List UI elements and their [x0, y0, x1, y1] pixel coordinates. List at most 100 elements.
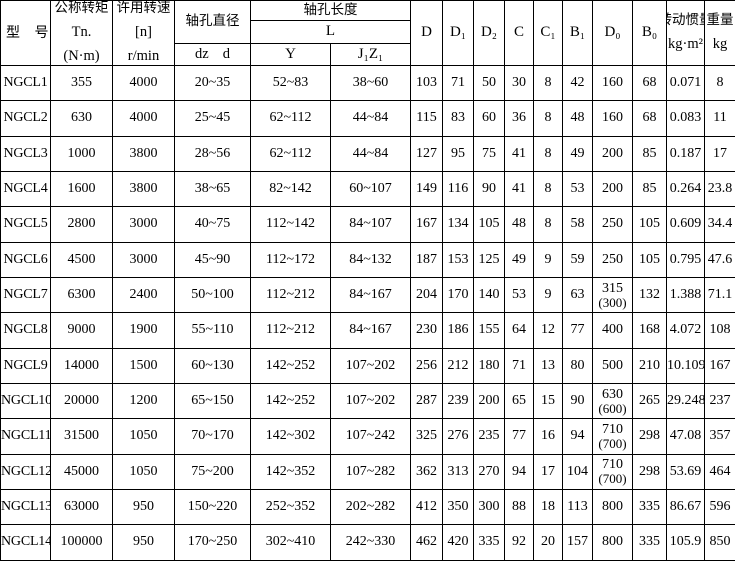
cell-C1: 9	[534, 278, 563, 313]
header-d: d	[223, 46, 230, 62]
cell-B0: 298	[633, 419, 667, 454]
cell-weight: 850	[705, 525, 735, 560]
cell-B1: 113	[563, 490, 593, 525]
cell-torque: 100000	[51, 525, 113, 560]
cell-B0: 335	[633, 525, 667, 560]
cell-torque: 14000	[51, 348, 113, 383]
header-bore-length-group-L: L	[251, 21, 411, 43]
cell-bore-d: 170~250	[175, 525, 251, 560]
header-inertia-unit: kg·m²	[668, 36, 703, 53]
cell-bore-d: 55~110	[175, 313, 251, 348]
cell-D1: 170	[443, 278, 474, 313]
cell-model: NGCL12	[1, 454, 51, 489]
cell-D0-main: 630	[602, 388, 623, 402]
cell-torque: 9000	[51, 313, 113, 348]
cell-C1: 8	[534, 136, 563, 171]
cell-B1: 42	[563, 66, 593, 101]
header-model: 型 号	[1, 1, 51, 66]
cell-D0-alt: (700)	[598, 472, 626, 485]
cell-C: 71	[505, 348, 534, 383]
cell-inertia: 0.795	[667, 242, 705, 277]
cell-model: NGCL5	[1, 207, 51, 242]
cell-torque: 6300	[51, 278, 113, 313]
cell-D0-main: 710	[602, 423, 623, 437]
cell-B1: 63	[563, 278, 593, 313]
cell-D0: 200	[593, 172, 633, 207]
cell-B0: 85	[633, 136, 667, 171]
cell-D1: 350	[443, 490, 474, 525]
cell-D1: 83	[443, 101, 474, 136]
cell-speed: 3800	[113, 172, 175, 207]
cell-inertia: 47.08	[667, 419, 705, 454]
header-B0: B₀	[633, 1, 667, 66]
cell-C: 65	[505, 384, 534, 419]
cell-C: 41	[505, 136, 534, 171]
cell-D: 204	[411, 278, 443, 313]
cell-B1: 94	[563, 419, 593, 454]
cell-len-y: 62~112	[251, 101, 331, 136]
header-D1: D₁	[443, 1, 474, 66]
cell-C: 41	[505, 172, 534, 207]
cell-bore-d: 38~65	[175, 172, 251, 207]
cell-D2: 335	[474, 525, 505, 560]
cell-weight: 237	[705, 384, 735, 419]
cell-model: NGCL1	[1, 66, 51, 101]
header-allowable-speed-unit: r/min	[128, 48, 159, 65]
cell-B1: 80	[563, 348, 593, 383]
cell-bore-d: 20~35	[175, 66, 251, 101]
cell-speed: 1200	[113, 384, 175, 419]
cell-B1: 48	[563, 101, 593, 136]
cell-B1: 49	[563, 136, 593, 171]
cell-bore-d: 70~170	[175, 419, 251, 454]
cell-D2: 50	[474, 66, 505, 101]
header-inertia-name: 转动惯量	[667, 13, 705, 29]
cell-B1: 90	[563, 384, 593, 419]
cell-torque: 630	[51, 101, 113, 136]
cell-model: NGCL7	[1, 278, 51, 313]
cell-len-y: 112~212	[251, 278, 331, 313]
cell-model: NGCL13	[1, 490, 51, 525]
cell-D0: 315(300)	[593, 278, 633, 313]
header-inertia: 转动惯量 kg·m²	[667, 1, 705, 66]
cell-inertia: 29.248	[667, 384, 705, 419]
cell-model: NGCL11	[1, 419, 51, 454]
cell-C: 92	[505, 525, 534, 560]
cell-inertia: 4.072	[667, 313, 705, 348]
cell-B0: 68	[633, 66, 667, 101]
cell-len-y: 142~252	[251, 384, 331, 419]
cell-speed: 1050	[113, 454, 175, 489]
header-weight: 重量 kg	[705, 1, 735, 66]
cell-B1: 104	[563, 454, 593, 489]
cell-len-y: 112~142	[251, 207, 331, 242]
cell-len-y: 112~172	[251, 242, 331, 277]
cell-D0-alt: (700)	[598, 437, 626, 450]
cell-model: NGCL9	[1, 348, 51, 383]
cell-D: 187	[411, 242, 443, 277]
header-bore-length: 轴孔长度	[251, 1, 411, 21]
cell-len-y: 252~352	[251, 490, 331, 525]
cell-D0: 400	[593, 313, 633, 348]
cell-D0: 160	[593, 66, 633, 101]
cell-C1: 8	[534, 172, 563, 207]
cell-D0: 710(700)	[593, 454, 633, 489]
cell-D: 127	[411, 136, 443, 171]
cell-inertia: 53.69	[667, 454, 705, 489]
cell-len-y: 142~352	[251, 454, 331, 489]
cell-len-jz: 107~242	[331, 419, 411, 454]
cell-D0-alt: (600)	[598, 402, 626, 415]
cell-inertia: 0.264	[667, 172, 705, 207]
cell-len-jz: 44~84	[331, 101, 411, 136]
cell-torque: 45000	[51, 454, 113, 489]
cell-len-jz: 107~202	[331, 348, 411, 383]
header-nominal-torque: 公称转矩 Tn. (N·m)	[51, 1, 113, 66]
cell-C1: 9	[534, 242, 563, 277]
cell-D0: 800	[593, 490, 633, 525]
cell-weight: 17	[705, 136, 735, 171]
cell-len-jz: 107~202	[331, 384, 411, 419]
cell-D1: 276	[443, 419, 474, 454]
